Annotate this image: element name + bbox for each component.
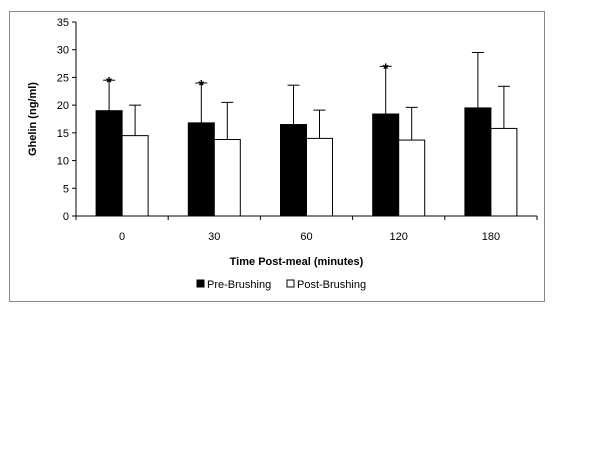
y-tick-label: 20 [57, 100, 69, 112]
y-tick-label: 15 [57, 128, 69, 140]
tick-labels: 0 5 10 15 20 25 30 35 0 30 60 120 180 [57, 17, 500, 243]
bar-post [398, 139, 426, 217]
x-tick-label: 60 [300, 231, 312, 243]
y-tick-label: 5 [63, 183, 69, 195]
y-tick-label: 10 [57, 156, 69, 168]
y-axis-label: Ghelin (ng/ml) [27, 82, 39, 156]
x-tick-label: 0 [119, 231, 125, 243]
bar-pre [464, 107, 492, 217]
significance-asterisk: * [383, 60, 389, 77]
bar-pre [95, 110, 123, 217]
legend-label-post: Post-Brushing [297, 279, 366, 291]
y-tick-label: 0 [63, 211, 69, 223]
bar-post [306, 137, 333, 217]
legend: Pre-Brushing Post-Brushing [196, 279, 366, 291]
bar-post [490, 127, 518, 217]
bars [95, 107, 518, 217]
legend-swatch-pre [196, 279, 205, 288]
legend-swatch-post [286, 279, 295, 288]
bar-pre [280, 124, 307, 217]
bar-pre [187, 122, 215, 217]
x-tick-label: 180 [482, 231, 500, 243]
y-tick-label: 25 [57, 72, 69, 84]
significance-asterisk: * [106, 74, 112, 91]
significance-markers: * * * [106, 60, 389, 94]
bar-pre [372, 113, 400, 217]
y-tick-label: 35 [57, 17, 69, 29]
y-tick-label: 30 [57, 45, 69, 57]
x-axis-label: Time Post-meal (minutes) [230, 256, 364, 268]
bar-post [213, 139, 241, 217]
bar-post [121, 135, 149, 217]
legend-label-pre: Pre-Brushing [207, 279, 271, 291]
x-tick-label: 30 [208, 231, 220, 243]
error-bars [103, 51, 510, 141]
significance-asterisk: * [198, 77, 204, 94]
x-tick-label: 120 [390, 231, 408, 243]
